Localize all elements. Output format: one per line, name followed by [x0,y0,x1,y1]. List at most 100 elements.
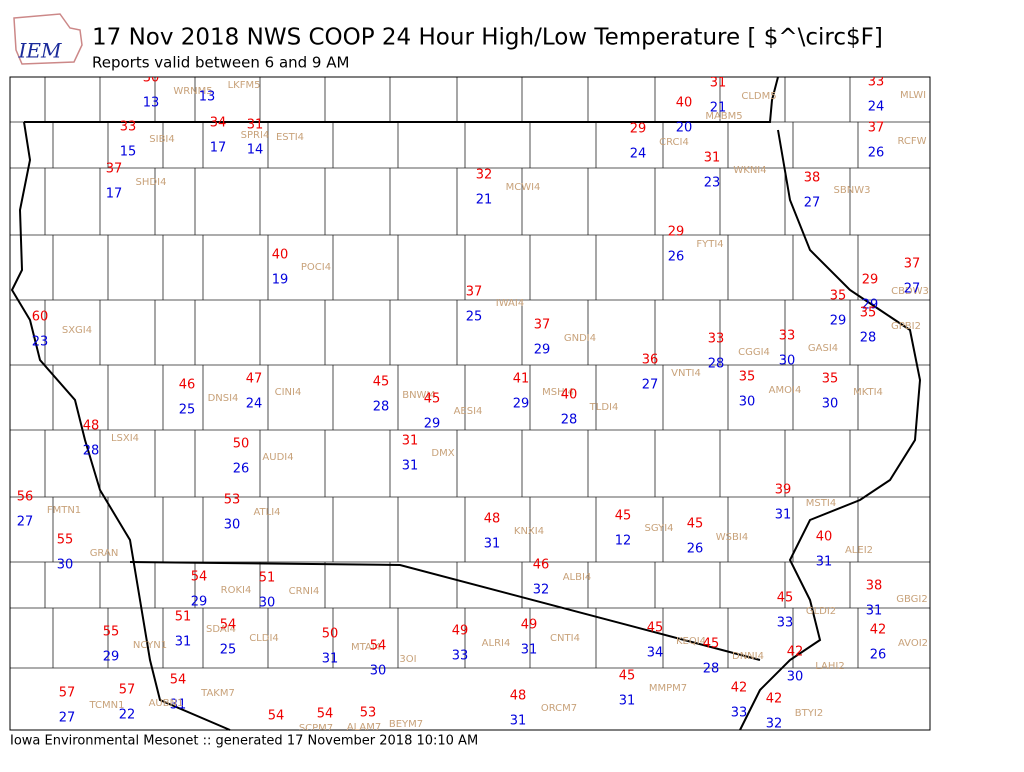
low-temp: 31 [402,459,419,474]
station-name: ATLI4 [253,507,280,518]
station: WSBI4 45 26 [687,517,748,557]
station-name: GLDI2 [806,606,836,617]
station-name: CNTI4 [550,633,580,644]
high-temp: 42 [731,681,748,696]
station-name: SBNW3 [834,185,871,196]
low-temp: 27 [59,711,76,726]
high-temp: 48 [484,512,501,527]
stations: 3013WRNM513LKFM5CLDM53121MABM54020MLWI33… [17,77,929,733]
station: MKTI4 35 30 [822,372,883,412]
station: SHDI4 37 17 [106,162,167,202]
low-temp: 31 [170,698,187,713]
high-temp: 53 [224,493,241,508]
logo: IEM [13,13,83,65]
station: CLDM5 31 21 [710,77,777,116]
low-temp: 31 [484,537,501,552]
station: CRCI4 29 24 [630,122,689,162]
station: 3OI 54 30 [370,639,417,679]
station: LAHI2 42 30 [787,645,845,685]
station-name: LSXI4 [111,433,139,444]
low-temp: 29 [830,314,847,329]
station: RCFW 37 26 [868,121,927,161]
high-temp: 36 [642,353,659,368]
station-name: WRNM5 [173,86,212,97]
low-temp: 31 [322,652,339,667]
low-temp: 22 [119,708,136,723]
high-temp: 31 [402,434,419,449]
map-frame [9,76,931,731]
station: ROKI4 54 29 [191,570,252,610]
station: SDAI4 51 31 [175,610,236,650]
station: CRNI4 51 30 [259,571,320,611]
station-name: ESTI4 [276,132,304,143]
station: LKFM5 [228,80,261,91]
high-temp: 54 [191,570,208,585]
station: SXGI4 60 23 [32,310,92,350]
low-temp: 30 [259,596,276,611]
high-temp: 42 [787,645,804,660]
station: ATLI4 53 30 [224,493,281,533]
station-name: 3OI [399,654,416,665]
low-temp: 31 [866,604,883,619]
high-temp: 35 [822,372,839,387]
low-temp: 29 [534,343,551,358]
station: 29 29 [862,273,879,313]
high-temp: 45 [647,621,664,636]
station-name: MTAI4 [351,642,381,653]
station-name: MSHI4 [542,387,574,398]
high-temp: 42 [870,623,887,638]
station-name: DNNI4 [732,651,764,662]
state-border [10,121,231,731]
high-temp: 45 [703,637,720,652]
high-temp: 35 [739,370,756,385]
high-temp: 37 [868,121,885,136]
high-temp: 48 [510,689,527,704]
state-border [24,76,779,123]
station: ALBI4 46 32 [533,558,592,598]
station: MSHI4 41 29 [513,372,574,412]
high-temp: 33 [708,332,725,347]
station: ORCM7 48 31 [510,689,577,729]
station: TLDI4 40 28 [561,388,619,428]
high-temp: 54 [317,707,334,722]
low-temp: 26 [687,542,704,557]
low-temp: 28 [373,400,390,415]
station-name: CBDW3 [891,286,929,297]
high-temp: 42 [766,692,783,707]
high-temp: 29 [630,122,647,137]
station: GRAN 55 30 [57,533,119,573]
footer: Iowa Environmental Mesonet :: generated … [10,734,478,749]
state-border [129,561,761,661]
station-name: GNDI4 [564,333,596,344]
station-name: KNXI4 [514,526,544,537]
title: 17 Nov 2018 NWS COOP 24 Hour High/Low Te… [92,25,883,51]
station: 42 33 [731,681,748,721]
station: GLDI2 45 33 [777,591,836,631]
low-temp: 13 [199,90,216,105]
station: CINI4 47 24 [246,372,302,412]
station-name: ALAM7 [347,722,381,733]
high-temp: 57 [119,683,136,698]
low-temp: 30 [224,518,241,533]
station-name: MSTI4 [806,498,836,509]
low-temp: 34 [647,646,664,661]
low-temp: 26 [233,462,250,477]
station-name: BEYM7 [389,719,423,730]
low-temp: 30 [57,558,74,573]
high-temp: 38 [804,171,821,186]
station-name: TAKM7 [200,688,235,699]
high-temp: 31 [704,151,721,166]
station: ALEI2 40 31 [816,530,873,570]
station: MCWI4 32 21 [476,168,541,208]
high-temp: 38 [866,579,883,594]
station-name: ALBI4 [563,572,592,583]
station: CLDI4 54 25 [220,618,279,658]
station: FYTI4 29 26 [668,225,724,265]
station-name: MLWI [900,90,926,101]
station-layer: 3013WRNM513LKFM5CLDM53121MABM54020MLWI33… [17,77,929,733]
logo-text: IEM [18,39,63,63]
high-temp: 56 [17,490,34,505]
